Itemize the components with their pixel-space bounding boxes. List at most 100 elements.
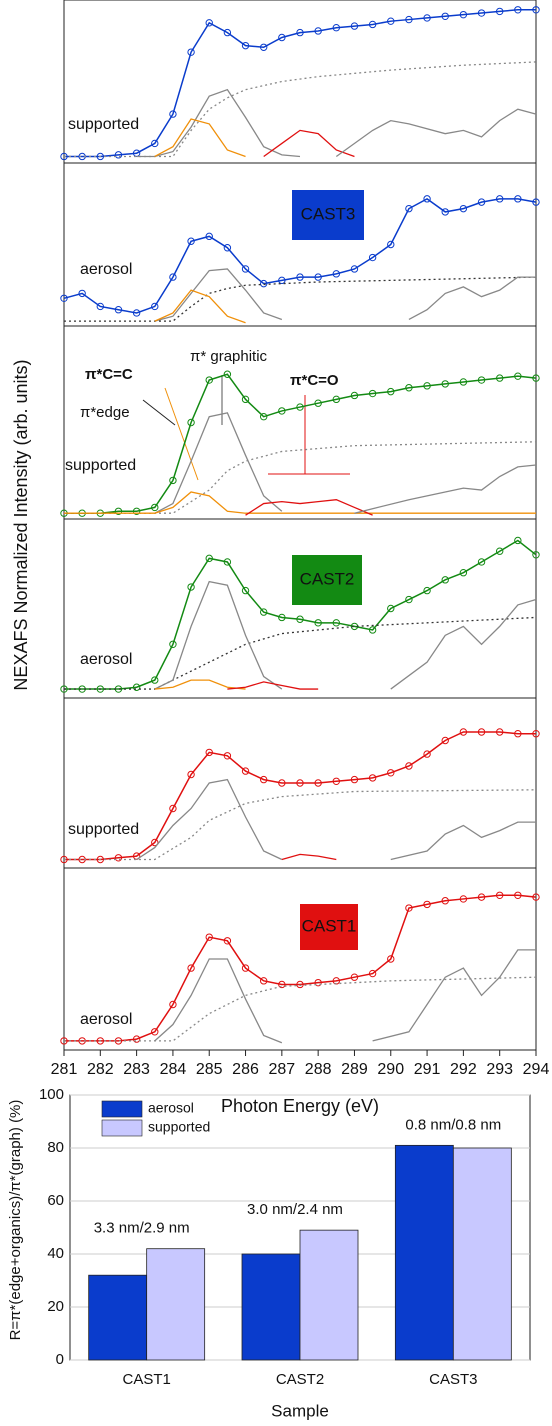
component-line xyxy=(154,580,283,690)
data-point xyxy=(223,558,232,566)
data-point xyxy=(368,626,377,634)
sample-label: supported xyxy=(65,457,136,474)
data-point xyxy=(241,41,250,50)
data-point xyxy=(441,736,449,745)
x-axis-label: Sample xyxy=(271,1401,329,1420)
data-point xyxy=(532,6,540,14)
fit-line xyxy=(64,894,537,1042)
data-point xyxy=(532,374,540,382)
data-point xyxy=(423,14,431,22)
component-line xyxy=(154,412,283,514)
component-line xyxy=(64,789,537,861)
x-tick-label: 281 xyxy=(51,1061,78,1078)
data-point xyxy=(405,762,413,770)
data-point xyxy=(187,770,195,779)
data-point xyxy=(405,904,413,912)
pointer xyxy=(164,387,199,481)
data-point xyxy=(187,418,195,427)
data-point xyxy=(169,804,177,813)
component-line xyxy=(64,61,537,158)
data-point xyxy=(495,195,504,203)
component-line xyxy=(372,949,536,1042)
data-point xyxy=(314,399,322,407)
fit-line xyxy=(64,539,537,690)
data-point xyxy=(477,376,486,384)
data-point xyxy=(387,17,395,25)
data-point xyxy=(187,964,195,972)
y-axis-label: NEXAFS Normalized Intensity (arb. units) xyxy=(11,359,31,690)
data-point xyxy=(495,547,504,555)
x-tick-label: 290 xyxy=(377,1061,404,1078)
data-point xyxy=(405,204,413,213)
component-line xyxy=(64,491,536,514)
data-point xyxy=(278,276,286,285)
x-tick-label: CAST1 xyxy=(122,1371,170,1388)
annotation: 3.0 nm/2.4 nm xyxy=(247,1201,343,1218)
data-point xyxy=(477,198,486,206)
x-tick-label: CAST3 xyxy=(429,1371,477,1388)
data-point xyxy=(495,891,504,899)
data-point xyxy=(187,237,195,245)
annotation: 0.8 nm/0.8 nm xyxy=(405,1116,501,1133)
data-point xyxy=(423,382,431,390)
data-point xyxy=(332,777,341,785)
data-point xyxy=(205,748,213,757)
sample-box-label: CAST2 xyxy=(300,569,355,588)
sample-label: aerosol xyxy=(80,261,132,278)
data-point xyxy=(495,728,504,736)
x-tick-label: 292 xyxy=(450,1061,477,1078)
data-point xyxy=(96,302,105,311)
data-point xyxy=(259,43,268,51)
bar xyxy=(452,1147,512,1361)
data-point xyxy=(532,198,540,206)
data-point xyxy=(441,208,449,216)
data-point xyxy=(387,387,395,396)
component-line xyxy=(354,464,537,514)
component-line xyxy=(64,976,537,1042)
annotation: π* graphitic xyxy=(190,348,268,365)
data-point xyxy=(495,7,504,16)
annotation: π*edge xyxy=(80,404,130,421)
component-line xyxy=(154,268,283,322)
sample-label: aerosol xyxy=(80,651,132,668)
data-point xyxy=(423,900,431,909)
data-point xyxy=(259,977,268,985)
data-point xyxy=(60,294,68,302)
data-point xyxy=(459,895,468,903)
bar xyxy=(241,1253,301,1361)
annotation: π*C=O xyxy=(290,372,339,389)
data-point xyxy=(223,752,232,760)
sample-box xyxy=(300,904,358,950)
x-tick-label: 294 xyxy=(523,1061,550,1078)
y-tick-label: 60 xyxy=(47,1192,64,1209)
data-point xyxy=(223,28,232,37)
data-point xyxy=(332,270,341,278)
component-line xyxy=(154,289,246,324)
annotation: π*C=C xyxy=(85,366,133,383)
data-point xyxy=(368,20,377,29)
data-point xyxy=(459,204,468,213)
x-tick-label: 291 xyxy=(414,1061,441,1078)
sample-box xyxy=(292,555,362,605)
component-line xyxy=(154,958,283,1044)
data-point xyxy=(459,728,468,736)
data-point xyxy=(187,48,195,56)
legend-swatch xyxy=(101,1100,143,1118)
component-line xyxy=(227,681,319,690)
data-point xyxy=(332,395,341,404)
annotation: 3.3 nm/2.9 nm xyxy=(94,1220,190,1237)
data-point xyxy=(423,750,431,758)
data-point xyxy=(223,244,232,252)
pointer xyxy=(142,399,176,426)
x-tick-label: 287 xyxy=(268,1061,295,1078)
sample-label: supported xyxy=(68,821,139,838)
data-point xyxy=(477,9,486,17)
data-point xyxy=(169,476,177,485)
data-point xyxy=(368,389,377,398)
y-tick-label: 80 xyxy=(47,1139,64,1156)
data-point xyxy=(532,551,540,559)
data-point xyxy=(514,730,522,738)
component-line xyxy=(390,821,536,861)
data-point xyxy=(514,195,522,203)
data-point xyxy=(350,265,359,273)
